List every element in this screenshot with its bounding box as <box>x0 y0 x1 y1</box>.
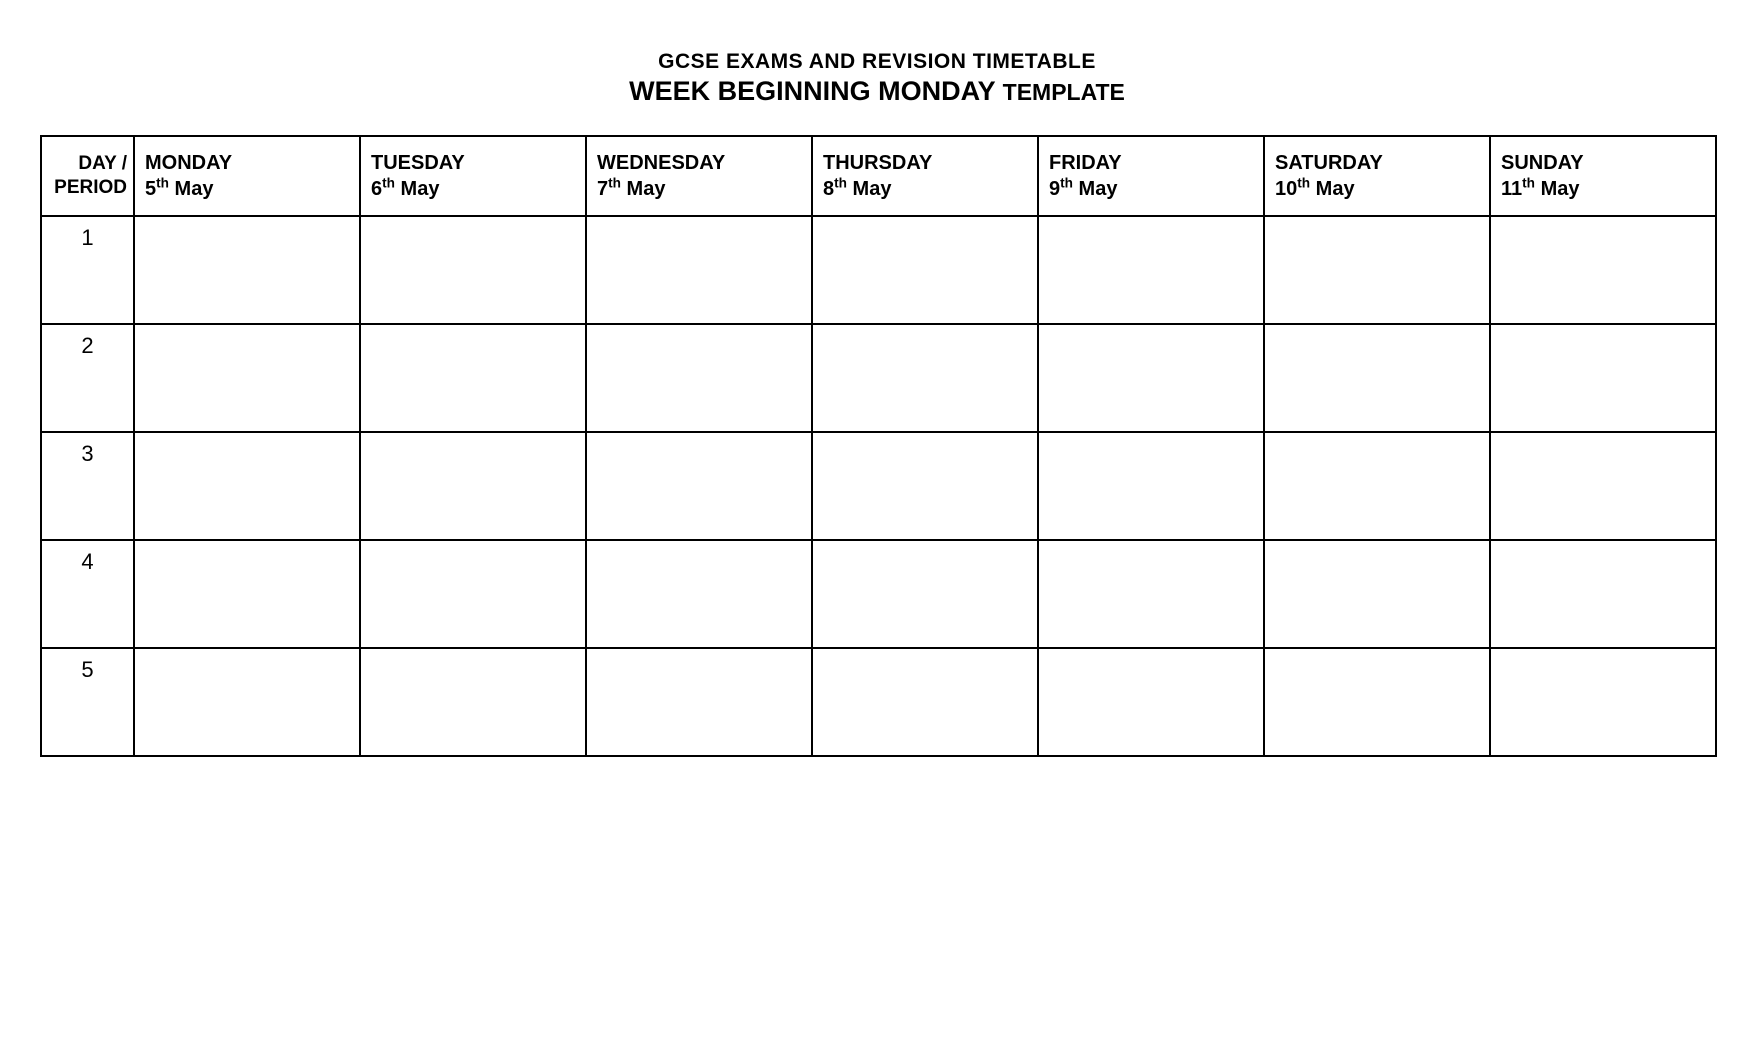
cell <box>134 432 360 540</box>
period-label: 2 <box>41 324 134 432</box>
cell <box>586 648 812 756</box>
cell <box>1264 324 1490 432</box>
title-block: GCSE EXAMS AND REVISION TIMETABLE WEEK B… <box>40 50 1714 107</box>
cell <box>1264 648 1490 756</box>
period-label: 3 <box>41 432 134 540</box>
corner-cell: DAY / PERIOD <box>41 136 134 216</box>
period-label: 5 <box>41 648 134 756</box>
day-name: SATURDAY <box>1275 150 1483 176</box>
title-main-text: WEEK BEGINNING MONDAY <box>629 76 995 106</box>
day-header-sunday: SUNDAY 11th May <box>1490 136 1716 216</box>
day-date: 8th May <box>823 176 1031 202</box>
cell <box>1038 648 1264 756</box>
cell <box>812 216 1038 324</box>
period-row: 4 <box>41 540 1716 648</box>
cell <box>812 432 1038 540</box>
period-label: 1 <box>41 216 134 324</box>
main-title: WEEK BEGINNING MONDAY TEMPLATE <box>40 76 1714 107</box>
corner-line2: PERIOD <box>54 177 127 198</box>
day-header-friday: FRIDAY 9th May <box>1038 136 1264 216</box>
period-row: 2 <box>41 324 1716 432</box>
cell <box>812 540 1038 648</box>
cell <box>586 432 812 540</box>
cell <box>360 432 586 540</box>
cell <box>1264 540 1490 648</box>
cell <box>1490 432 1716 540</box>
day-date: 11th May <box>1501 176 1709 202</box>
day-header-wednesday: WEDNESDAY 7th May <box>586 136 812 216</box>
cell <box>586 216 812 324</box>
day-date: 6th May <box>371 176 579 202</box>
day-date: 5th May <box>145 176 353 202</box>
cell <box>812 324 1038 432</box>
day-header-thursday: THURSDAY 8th May <box>812 136 1038 216</box>
title-suffix: TEMPLATE <box>1003 79 1125 105</box>
cell <box>1264 216 1490 324</box>
corner-line1: DAY / <box>78 153 127 174</box>
subtitle: GCSE EXAMS AND REVISION TIMETABLE <box>40 50 1714 74</box>
cell <box>134 648 360 756</box>
timetable-body: 1 2 3 <box>41 216 1716 756</box>
cell <box>1038 432 1264 540</box>
period-row: 3 <box>41 432 1716 540</box>
day-date: 10th May <box>1275 176 1483 202</box>
day-name: FRIDAY <box>1049 150 1257 176</box>
cell <box>1038 216 1264 324</box>
cell <box>360 648 586 756</box>
day-name: WEDNESDAY <box>597 150 805 176</box>
cell <box>1264 432 1490 540</box>
period-label: 4 <box>41 540 134 648</box>
cell <box>1490 648 1716 756</box>
period-row: 5 <box>41 648 1716 756</box>
cell <box>812 648 1038 756</box>
cell <box>360 324 586 432</box>
period-row: 1 <box>41 216 1716 324</box>
day-header-tuesday: TUESDAY 6th May <box>360 136 586 216</box>
cell <box>1038 324 1264 432</box>
day-date: 7th May <box>597 176 805 202</box>
cell <box>586 540 812 648</box>
cell <box>134 540 360 648</box>
day-name: THURSDAY <box>823 150 1031 176</box>
cell <box>134 324 360 432</box>
day-name: TUESDAY <box>371 150 579 176</box>
timetable: DAY / PERIOD MONDAY 5th May TUESDAY 6th … <box>40 135 1717 757</box>
day-name: MONDAY <box>145 150 353 176</box>
day-header-saturday: SATURDAY 10th May <box>1264 136 1490 216</box>
day-name: SUNDAY <box>1501 150 1709 176</box>
cell <box>1490 540 1716 648</box>
cell <box>360 540 586 648</box>
cell <box>1038 540 1264 648</box>
cell <box>586 324 812 432</box>
cell <box>360 216 586 324</box>
cell <box>1490 324 1716 432</box>
header-row: DAY / PERIOD MONDAY 5th May TUESDAY 6th … <box>41 136 1716 216</box>
cell <box>1490 216 1716 324</box>
cell <box>134 216 360 324</box>
day-header-monday: MONDAY 5th May <box>134 136 360 216</box>
day-date: 9th May <box>1049 176 1257 202</box>
